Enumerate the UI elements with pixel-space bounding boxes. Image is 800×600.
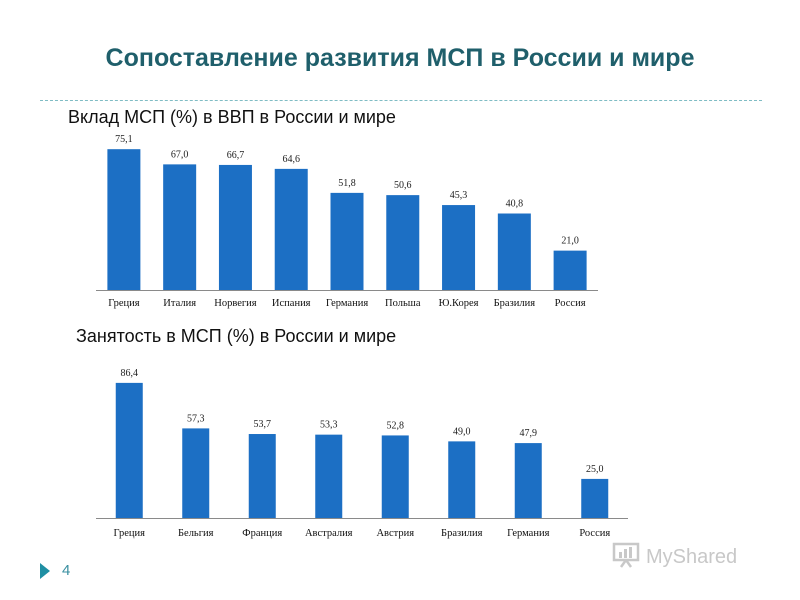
title-divider [40, 100, 762, 101]
chart-2-bar [381, 435, 409, 518]
chart-1-data-label: 45,3 [450, 190, 468, 201]
chart-1-category-label: Германия [326, 298, 368, 309]
chart-2-data-label: 47,9 [520, 428, 538, 439]
chart-1-category-label: Ю.Корея [439, 298, 479, 309]
chart-1-bar [330, 192, 364, 290]
slide-arrow-icon [40, 563, 50, 579]
chart-1-category-label: Бразилия [494, 298, 536, 309]
chart-1-data-label: 64,6 [282, 154, 300, 165]
chart-1-bar [107, 149, 141, 290]
chart-2-category-label: Германия [507, 528, 549, 539]
watermark-logo: MyShared [610, 540, 765, 574]
chart-2-bar [514, 443, 542, 518]
chart-1-bar [442, 205, 476, 290]
chart-2-category-label: Австралия [305, 528, 353, 539]
chart-1-bar [497, 213, 531, 290]
chart-2-category-label: Россия [579, 528, 610, 539]
chart-1-category-label: Норвегия [214, 298, 257, 309]
chart-1-data-label: 75,1 [115, 134, 133, 145]
chart-1-data-label: 50,6 [394, 180, 412, 191]
chart-2-bar [315, 434, 343, 518]
chart-2-data-label: 25,0 [586, 464, 604, 475]
chart-2-category-label: Бельгия [178, 528, 214, 539]
chart-2: 86,4 Греция 57,3 Бельгия 53,7 Франция 53,3 Авст… [96, 368, 628, 539]
chart-1-bar [553, 250, 587, 290]
chart-2-title: Занятость в МСП (%) в России и мире [76, 326, 397, 346]
chart-2-data-label: 53,3 [320, 420, 338, 431]
chart-2-data-label: 52,8 [387, 420, 405, 431]
chart-2-bar [182, 428, 210, 518]
chart-2-data-label: 53,7 [254, 419, 272, 430]
chart-1-category-label: Россия [555, 298, 586, 309]
chart-2-bar [448, 441, 476, 518]
chart-1-bar [218, 164, 252, 290]
watermark-text: MyShared [646, 546, 738, 568]
slide-title: Сопоставление развития МСП в России и ми… [105, 44, 695, 72]
chart-2-data-label: 49,0 [453, 426, 471, 437]
chart-2-bar [581, 478, 609, 518]
chart-2-category-label: Франция [242, 528, 282, 539]
chart-2-data-label: 57,3 [187, 413, 205, 424]
chart-2-category-label: Австрия [376, 528, 414, 539]
chart-2-bar [115, 382, 143, 518]
chart-1-category-label: Польша [385, 298, 421, 309]
chart-2-category-label: Греция [114, 528, 146, 539]
chart-2-category-label: Бразилия [441, 528, 483, 539]
presentation-icon [612, 542, 640, 568]
chart-1-bar [386, 195, 420, 290]
chart-2-data-label: 86,4 [121, 368, 139, 379]
chart-1-category-label: Греция [108, 298, 140, 309]
chart-1-bar [274, 168, 308, 290]
chart-1: 75,1 Греция 67,0 Италия 66,7 Норвегия 64,6 Испа… [96, 134, 598, 309]
slide-number: 4 [62, 562, 71, 579]
chart-1-data-label: 67,0 [171, 149, 189, 160]
chart-1-title: Вклад МСП (%) в ВВП в России и мире [68, 107, 396, 127]
chart-1-bar [163, 164, 197, 290]
chart-1-data-label: 51,8 [338, 178, 356, 189]
chart-1-category-label: Испания [272, 298, 311, 309]
chart-1-data-label: 21,0 [561, 236, 579, 247]
chart-1-data-label: 40,8 [506, 199, 524, 210]
chart-2-bar [248, 434, 276, 518]
chart-1-data-label: 66,7 [227, 150, 245, 161]
chart-1-category-label: Италия [163, 298, 196, 309]
